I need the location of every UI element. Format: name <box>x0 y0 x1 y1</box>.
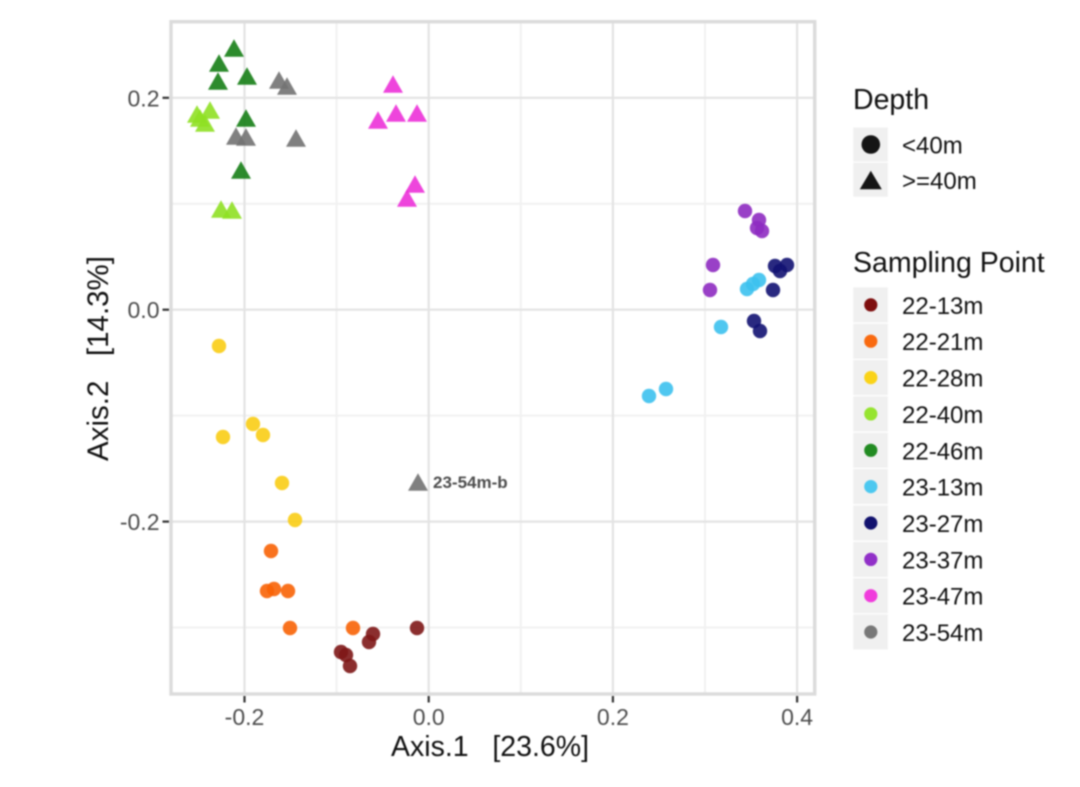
svg-text:22-28m: 22-28m <box>902 366 983 393</box>
svg-text:22-46m: 22-46m <box>902 438 983 465</box>
svg-text:-0.2: -0.2 <box>120 509 160 535</box>
svg-text:0.0: 0.0 <box>128 297 160 323</box>
svg-text:0.0: 0.0 <box>413 704 445 730</box>
svg-text:Axis.1 [23.6%]: Axis.1 [23.6%] <box>391 731 589 763</box>
svg-text:22-13m: 22-13m <box>902 293 983 320</box>
svg-text:22-40m: 22-40m <box>902 402 983 429</box>
svg-text:<40m: <40m <box>902 133 963 160</box>
svg-text:>=40m: >=40m <box>902 168 977 195</box>
svg-text:23-47m: 23-47m <box>902 584 983 611</box>
svg-text:23-54m-b: 23-54m-b <box>433 473 508 492</box>
svg-text:0.4: 0.4 <box>781 704 813 730</box>
svg-text:-0.2: -0.2 <box>225 704 265 730</box>
svg-text:22-21m: 22-21m <box>902 329 983 356</box>
svg-text:Depth: Depth <box>853 84 929 116</box>
svg-text:0.2: 0.2 <box>128 85 160 111</box>
svg-text:23-54m: 23-54m <box>902 620 983 647</box>
svg-text:Axis.2 [14.3%]: Axis.2 [14.3%] <box>82 256 115 461</box>
svg-text:Sampling Point: Sampling Point <box>853 247 1045 279</box>
svg-text:0.2: 0.2 <box>597 704 629 730</box>
svg-text:23-27m: 23-27m <box>902 511 983 538</box>
svg-text:23-37m: 23-37m <box>902 547 983 574</box>
svg-text:23-13m: 23-13m <box>902 475 983 502</box>
